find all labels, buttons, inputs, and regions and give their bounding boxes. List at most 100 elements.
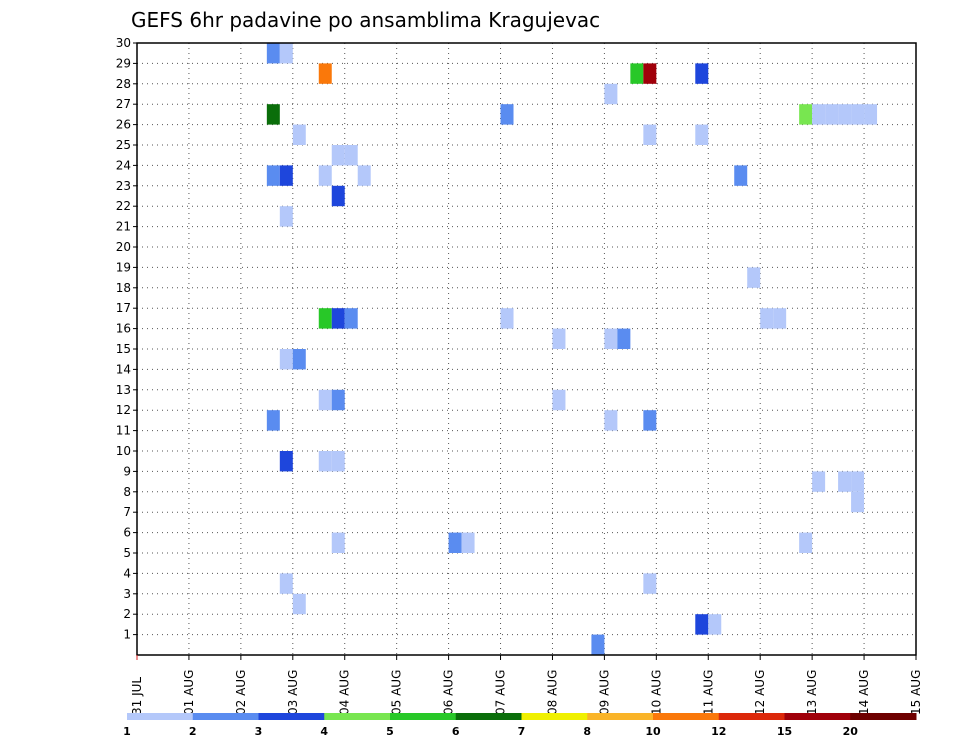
color-scale-label: 7 — [518, 725, 526, 738]
precip-cell — [279, 451, 293, 472]
x-tick-label: 15 AUG — [909, 670, 923, 715]
y-tick-label: 14 — [116, 362, 131, 376]
color-scale-swatch — [521, 713, 588, 720]
precip-cell — [266, 43, 280, 64]
x-tick-label: 10 AUG — [649, 670, 663, 715]
precip-cell — [331, 451, 345, 472]
precip-cell — [643, 573, 657, 594]
x-axis-ticks: 31 JUL 01 AUG 02 AUG 03 AUG 04 AUG 05 AUG 06 A… — [130, 655, 923, 715]
color-scale-label: 15 — [777, 725, 792, 738]
precip-cell — [695, 63, 709, 84]
precip-cell — [734, 165, 748, 186]
x-tick-label: 12 AUG — [753, 670, 767, 715]
x-tick-label: 02 AUG — [234, 670, 248, 715]
precip-cell — [266, 104, 280, 125]
y-tick-label: 17 — [116, 301, 131, 315]
precip-cell — [461, 532, 475, 553]
color-scale-swatch — [390, 713, 457, 720]
y-tick-label: 8 — [123, 485, 131, 499]
x-tick-label: 04 AUG — [338, 670, 352, 715]
color-scale-label: 2 — [189, 725, 197, 738]
precip-cell — [500, 308, 514, 329]
y-tick-label: 25 — [116, 138, 131, 152]
y-tick-label: 5 — [123, 546, 131, 560]
precip-cell — [357, 165, 371, 186]
precip-cell — [695, 614, 709, 635]
y-axis-ticks: 1234567891011121314151617181920212223242… — [116, 36, 137, 642]
plot-frame — [136, 42, 917, 656]
color-scale-swatch — [850, 713, 917, 720]
y-tick-label: 24 — [116, 158, 131, 172]
precip-cell — [552, 389, 566, 411]
x-tick-label: 31 JUL — [130, 677, 144, 715]
precip-cell — [344, 145, 358, 166]
y-tick-label: 30 — [116, 36, 131, 50]
precip-cell — [318, 451, 332, 472]
y-tick-label: 22 — [116, 199, 131, 213]
precip-cell — [695, 124, 709, 145]
precip-cell — [448, 532, 462, 553]
precip-cell — [604, 410, 618, 431]
precip-cell — [318, 63, 332, 84]
x-tick-label: 05 AUG — [390, 670, 404, 715]
color-scale-swatch — [587, 713, 654, 720]
precip-cell — [279, 43, 293, 64]
precip-cell — [773, 308, 787, 329]
color-scale-swatch — [192, 713, 259, 720]
precip-cell — [331, 389, 345, 411]
x-tick-label: 01 AUG — [182, 670, 196, 715]
precip-cell — [643, 63, 657, 84]
x-tick-label: 13 AUG — [805, 670, 819, 715]
y-tick-label: 27 — [116, 97, 131, 111]
precip-cell — [630, 63, 644, 84]
y-tick-label: 7 — [123, 505, 131, 519]
y-tick-label: 3 — [123, 587, 131, 601]
x-tick-label: 07 AUG — [494, 670, 508, 715]
precipitation-cells — [266, 43, 878, 655]
precip-cell — [552, 328, 566, 349]
precip-cell — [344, 308, 358, 329]
precip-cell — [812, 471, 826, 492]
precip-cell — [500, 104, 514, 125]
precip-cell — [279, 165, 293, 186]
precip-cell — [318, 389, 332, 411]
x-tick-label: 11 AUG — [701, 670, 715, 715]
x-tick-label: 03 AUG — [286, 670, 300, 715]
precip-cell — [643, 410, 657, 431]
color-scale-label: 3 — [255, 725, 263, 738]
precip-cell — [318, 165, 332, 186]
color-scale-label: 4 — [320, 725, 328, 738]
color-scale-swatch — [258, 713, 325, 720]
precip-cell — [266, 410, 280, 431]
color-scale-label: 8 — [583, 725, 591, 738]
precip-cell — [292, 593, 306, 615]
y-tick-label: 29 — [116, 56, 131, 70]
x-tick-label: 14 AUG — [857, 670, 871, 715]
y-tick-label: 18 — [116, 281, 131, 295]
precip-cell — [864, 104, 878, 125]
precip-cell — [617, 328, 631, 349]
precip-cell — [331, 532, 345, 553]
color-scale-label: 5 — [386, 725, 394, 738]
precip-cell — [838, 104, 852, 125]
precip-cell — [292, 349, 306, 370]
y-tick-label: 26 — [116, 118, 131, 132]
precip-cell — [851, 104, 865, 125]
y-tick-label: 1 — [123, 628, 131, 642]
precip-cell — [279, 573, 293, 594]
y-tick-label: 4 — [123, 566, 131, 580]
x-tick-label: 08 AUG — [545, 670, 559, 715]
y-tick-label: 11 — [116, 424, 131, 438]
precip-cell — [708, 614, 722, 635]
y-tick-label: 23 — [116, 179, 131, 193]
precip-cell — [331, 185, 345, 207]
color-scale-swatch — [127, 713, 194, 720]
y-tick-label: 2 — [123, 607, 131, 621]
color-scale-swatch — [718, 713, 785, 720]
y-tick-label: 28 — [116, 77, 131, 91]
precip-cell — [851, 491, 865, 513]
precip-cell — [279, 349, 293, 370]
y-tick-label: 9 — [123, 464, 131, 478]
color-scale-label: 10 — [645, 725, 661, 738]
